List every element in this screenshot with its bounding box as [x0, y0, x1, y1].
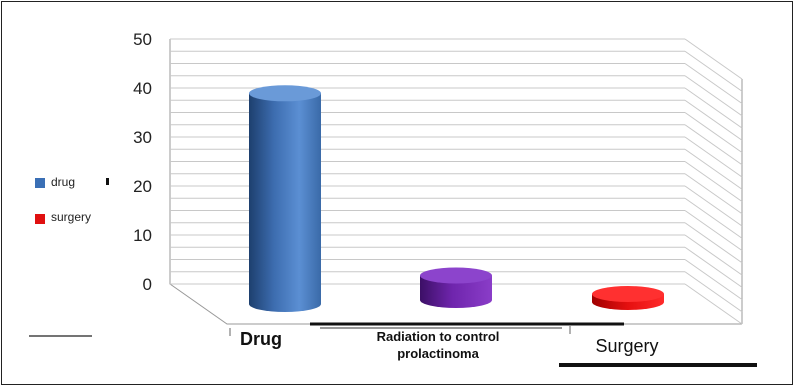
bar-top [420, 267, 492, 284]
legend: drug surgery [35, 175, 109, 224]
category-label-drug: Drug [240, 329, 282, 349]
gridline-side [684, 75, 743, 117]
gridline-side [684, 283, 743, 325]
gridline-side [684, 210, 743, 251]
gridline-side [684, 87, 743, 129]
legend-swatch-surgery [35, 214, 45, 224]
gridline-side [684, 246, 743, 288]
category-label-surgery: Surgery [595, 336, 658, 356]
bar-body [420, 275, 492, 308]
gridline-side [684, 124, 743, 166]
bar-top [592, 286, 664, 302]
bar-top [249, 85, 321, 102]
legend-swatch-drug [35, 178, 45, 188]
gridline-side [684, 63, 743, 104]
gridline-side [684, 259, 743, 300]
gridline-side [684, 222, 743, 264]
gridline-side [684, 99, 743, 141]
y-tick-label: 40 [133, 79, 152, 98]
gridline-side [684, 271, 743, 313]
gridline-side [684, 38, 743, 80]
gridline-side [684, 234, 743, 276]
y-tick-label: 0 [143, 275, 152, 294]
gridline-side [684, 148, 743, 190]
y-axis-ticks: 0 10 20 30 40 50 [133, 30, 152, 294]
bar-body [249, 93, 321, 312]
gridline-side [684, 136, 743, 178]
y-tick-label: 30 [133, 128, 152, 147]
bar-drug [249, 85, 321, 312]
bars [249, 85, 664, 312]
legend-label-drug: drug [51, 175, 75, 189]
y-tick-label: 50 [133, 30, 152, 49]
category-label-radiation-line1: Radiation to control [377, 329, 500, 344]
y-tick-label: 20 [133, 177, 152, 196]
gridline-side [684, 112, 743, 153]
gridline-side [684, 197, 743, 239]
legend-label-surgery: surgery [51, 210, 91, 224]
y-tick-label: 10 [133, 226, 152, 245]
gridline-side [684, 161, 743, 202]
category-label-radiation-line2: prolactinoma [397, 346, 479, 361]
gridline-side [684, 173, 743, 215]
legend-mark-drug [106, 178, 109, 185]
gridline-side [684, 50, 743, 92]
bar-radiation-to-control-prolactinoma [420, 267, 492, 308]
bar-surgery [592, 286, 664, 310]
gridline-side [684, 185, 743, 227]
